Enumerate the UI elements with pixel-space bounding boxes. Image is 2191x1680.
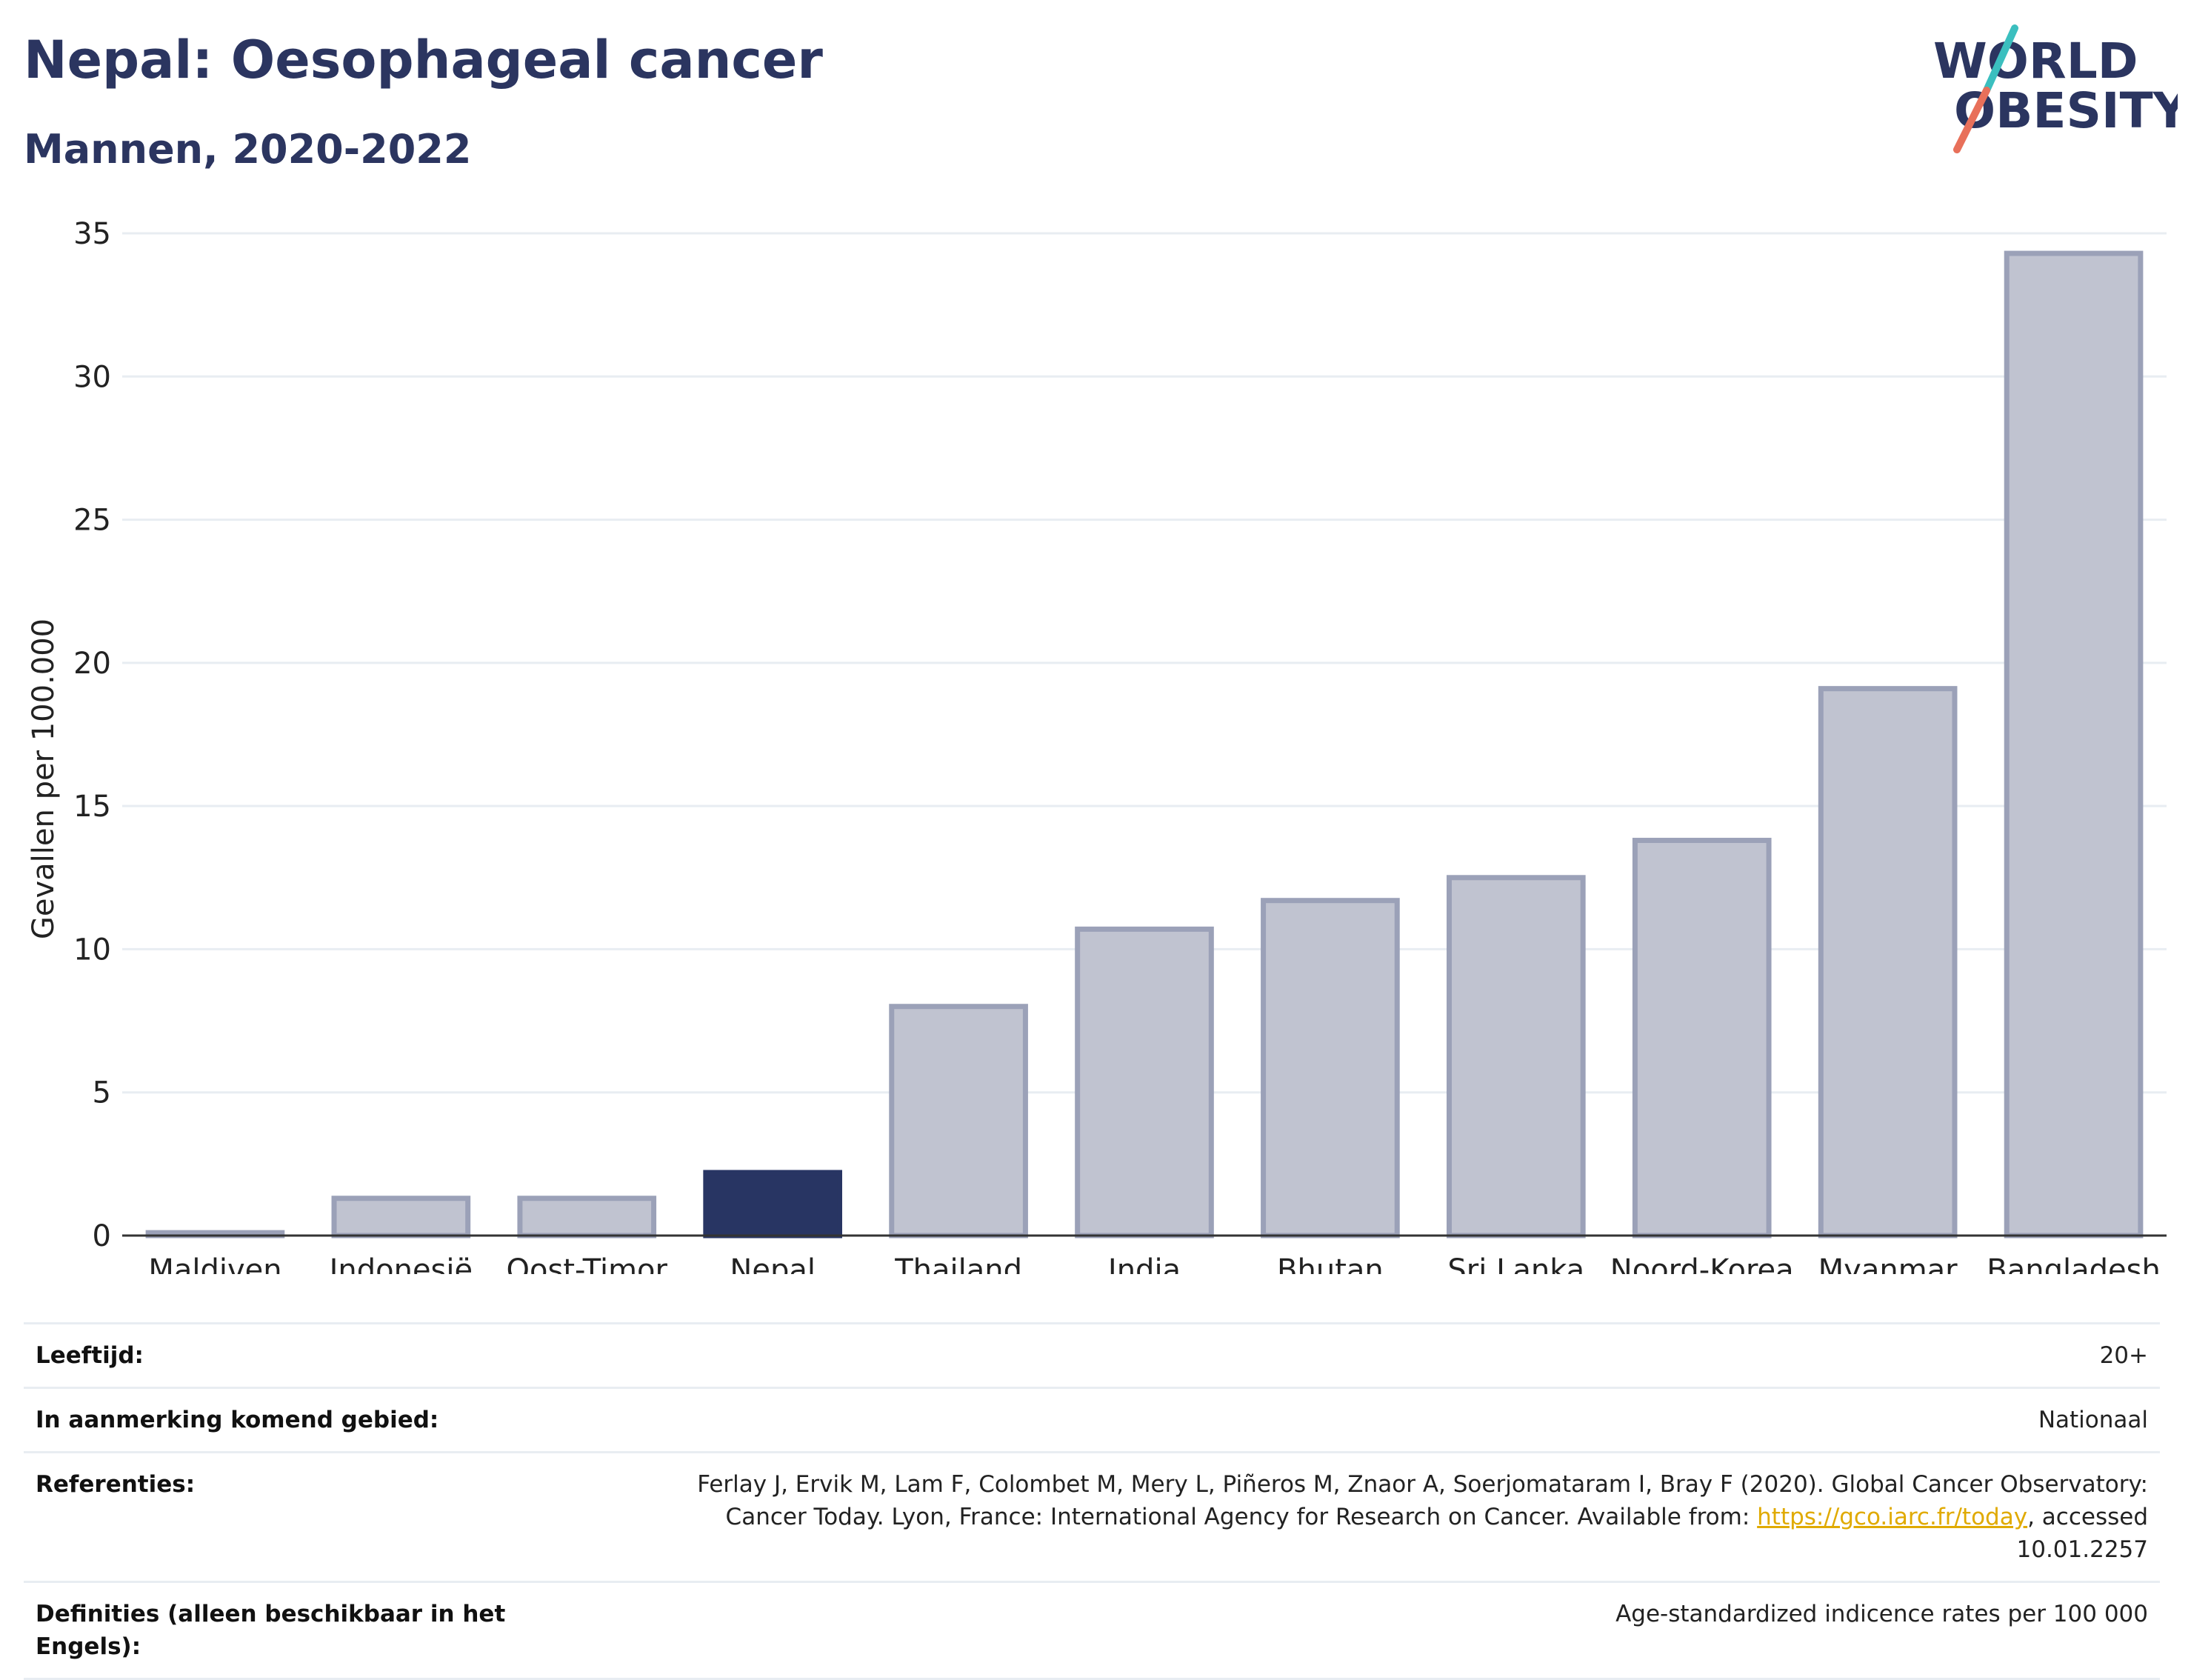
bar-oost-timor[interactable] (517, 1196, 657, 1239)
page-title: Nepal: Oesophageal cancer (24, 30, 823, 90)
x-tick-label: Nepal (730, 1253, 816, 1274)
y-tick-label: 30 (73, 360, 111, 394)
meta-row-definitions: Definities (alleen beschikbaar in het En… (24, 1581, 2160, 1680)
bar-bangladesh[interactable] (2004, 250, 2144, 1239)
bar-noord-korea[interactable] (1632, 838, 1772, 1239)
y-tick-label: 25 (73, 504, 111, 538)
x-tick-label: India (1108, 1253, 1181, 1274)
meta-value: 20+ (2099, 1342, 2148, 1369)
logo-text-line2: OBESITY (1954, 82, 2178, 139)
x-tick-label: Myanmar (1818, 1253, 1958, 1274)
reference-text: Ferlay J, Ervik M, Lam F, Colombet M, Me… (697, 1471, 2148, 1530)
page-subtitle: Mannen, 2020-2022 (24, 126, 472, 173)
y-tick-label: 20 (73, 647, 111, 681)
bar-thailand[interactable] (889, 1004, 1028, 1239)
logo-slash-bottom (1953, 87, 1990, 153)
meta-row-age: Leeftijd: 20+ (24, 1322, 2160, 1387)
axes: 0 5 10 15 20 25 30 35 Maldiven Indonesië Oost-Timo… (73, 217, 2167, 1274)
x-tick-label: Oost-Timor (507, 1253, 668, 1274)
logo-text-line1: WORLD (1933, 33, 2138, 90)
x-tick-label: Noord-Korea (1610, 1253, 1794, 1274)
meta-value: Ferlay J, Ervik M, Lam F, Colombet M, Me… (622, 1468, 2148, 1566)
meta-row-area: In aanmerking komend gebied: Nationaal (24, 1387, 2160, 1451)
x-tick-label: Maldiven (148, 1253, 281, 1274)
bar-chart: 0 5 10 15 20 25 30 35 Maldiven Indonesië Oost-Timo… (27, 217, 2167, 1274)
x-tick-label: Bangladesh (1987, 1253, 2161, 1274)
meta-label: Referenties: (36, 1471, 196, 1498)
bars (145, 250, 2144, 1239)
x-tick-label: Indonesië (330, 1253, 473, 1274)
metadata-table: Leeftijd: 20+ In aanmerking komend gebie… (24, 1322, 2160, 1680)
y-axis-label: Gevallen per 100.000 (27, 619, 61, 939)
meta-label: Leeftijd: (36, 1342, 144, 1369)
x-tick-label: Bhutan (1277, 1253, 1384, 1274)
y-tick-label: 0 (93, 1219, 111, 1253)
meta-value: Age-standardized indicence rates per 100… (1615, 1601, 2148, 1627)
logo-slash-top (1983, 24, 2018, 94)
meta-label: In aanmerking komend gebied: (36, 1407, 439, 1433)
bar-indonesi-[interactable] (331, 1196, 471, 1239)
meta-label: Definities (alleen beschikbaar in het En… (36, 1601, 506, 1660)
x-tick-label: Sri Lanka (1447, 1253, 1584, 1274)
y-tick-label: 15 (73, 790, 111, 824)
reference-link[interactable]: https://gco.iarc.fr/today (1757, 1504, 2028, 1530)
meta-row-references: Referenties: Ferlay J, Ervik M, Lam F, C… (24, 1451, 2160, 1581)
bar-myanmar[interactable] (1818, 686, 1958, 1239)
y-tick-label: 35 (73, 217, 111, 251)
bar-bhutan[interactable] (1261, 898, 1400, 1239)
bar-sri-lanka[interactable] (1446, 875, 1586, 1239)
y-tick-label: 5 (93, 1076, 111, 1110)
x-tick-label: Thailand (894, 1253, 1022, 1274)
bar-nepal[interactable] (703, 1170, 843, 1239)
y-tick-label: 10 (73, 933, 111, 967)
meta-value: Nationaal (2038, 1407, 2148, 1433)
bar-india[interactable] (1075, 926, 1214, 1239)
reference-accessed: , accessed 10.01.2257 (2016, 1504, 2149, 1563)
world-obesity-logo: WORLD OBESITY (1933, 24, 2178, 153)
